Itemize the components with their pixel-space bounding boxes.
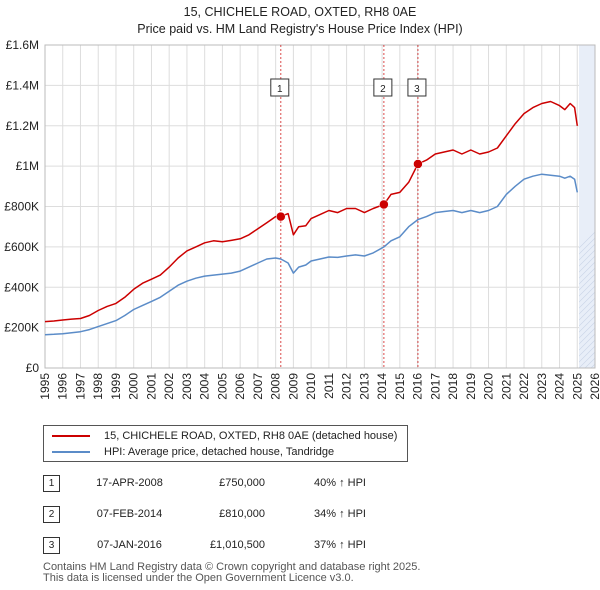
x-tick-label: 2001 (144, 373, 158, 400)
sale-point (413, 159, 423, 169)
sale-markers: 1 2 3 (270, 45, 427, 368)
x-tick-label: 2013 (357, 373, 371, 400)
legend-item-hpi: HPI: Average price, detached house, Tand… (52, 445, 334, 459)
y-tick-label: £200K (4, 321, 39, 335)
shade-hatch (579, 309, 596, 327)
transaction-hpi: 34% ↑ HPI (314, 508, 366, 520)
footer-copyright: Contains HM Land Registry data © Crown c… (43, 561, 421, 573)
transaction-hpi: 37% ↑ HPI (314, 539, 366, 551)
legend-item-property: 15, CHICHELE ROAD, OXTED, RH8 0AE (detac… (52, 429, 397, 443)
transaction-date: 07-FEB-2014 (96, 508, 163, 520)
axis-layer: £0 £200K £400K £600K £800K £1M £1.2M £1.4M £1.6M… (4, 38, 600, 400)
x-tick-label: 2021 (499, 373, 513, 400)
x-tick-label: 2018 (446, 373, 460, 400)
y-tick-label: £600K (4, 240, 39, 254)
property-price-line (44, 100, 579, 323)
series-layer (44, 100, 579, 336)
x-tick-label: 2004 (198, 373, 212, 400)
x-tick-label: 2017 (428, 373, 442, 400)
transaction-number: 3 (43, 537, 60, 554)
y-tick-label: £1.4M (6, 78, 39, 92)
chart-title: 15, CHICHELE ROAD, OXTED, RH8 0AE (183, 5, 417, 19)
legend-label-property: 15, CHICHELE ROAD, OXTED, RH8 0AE (detac… (104, 430, 398, 442)
sale-number-label: 2 (380, 84, 386, 95)
x-tick-label: 2015 (393, 373, 407, 400)
x-tick-label: 2024 (553, 373, 567, 400)
transaction-price: £1,010,500 (209, 539, 265, 551)
transaction-date: 07-JAN-2016 (97, 539, 162, 551)
grid-layer (44, 44, 596, 369)
shade-hatch (579, 303, 596, 321)
x-tick-label: 2000 (127, 373, 141, 400)
y-tick-label: £400K (4, 280, 39, 294)
footer: Contains HM Land Registry data © Crown c… (43, 562, 420, 584)
transaction-number: 1 (43, 475, 60, 492)
transaction-number: 2 (43, 506, 60, 523)
x-tick-label: 1997 (73, 373, 87, 400)
x-tick-label: 2019 (464, 373, 478, 400)
y-tick-label: £1.6M (6, 38, 39, 52)
sale-point (276, 211, 286, 222)
price-chart: £0 £200K £400K £600K £800K £1M £1.2M £1.4M £1.6M… (4, 38, 600, 400)
x-tick-label: 1995 (38, 373, 52, 400)
transaction-price: £810,000 (219, 508, 265, 520)
x-tick-label: 2008 (269, 373, 283, 400)
sale-point (379, 199, 389, 210)
x-tick-label: 2006 (233, 373, 247, 400)
legend-swatch-property (52, 435, 90, 437)
x-tick-label: 2022 (517, 373, 531, 400)
sale-number-box (373, 78, 393, 97)
x-tick-label: 1999 (109, 373, 123, 400)
sale-number-box (407, 78, 427, 97)
x-tick-label: 2020 (482, 373, 496, 400)
legend-swatch-hpi (52, 451, 90, 453)
y-tick-label: £1.2M (6, 119, 39, 133)
x-tick-label: 2025 (570, 373, 584, 400)
y-tick-label: £800K (4, 200, 39, 214)
plot-frame (44, 44, 596, 369)
x-tick-label: 2016 (411, 373, 425, 400)
x-tick-label: 2012 (340, 373, 354, 400)
x-tick-label: 2026 (588, 373, 600, 400)
legend: 15, CHICHELE ROAD, OXTED, RH8 0AE (detac… (43, 425, 408, 462)
x-tick-label: 2023 (535, 373, 549, 400)
x-tick-label: 2003 (180, 373, 194, 400)
sale-number-label: 1 (277, 84, 283, 95)
x-tick-label: 2007 (251, 373, 265, 400)
y-tick-label: £0 (26, 361, 40, 375)
legend-label-hpi: HPI: Average price, detached house, Tand… (104, 446, 335, 458)
x-tick-label: 2011 (322, 373, 336, 399)
footer-license: This data is licensed under the Open Gov… (43, 572, 354, 584)
hpi-line (44, 173, 579, 336)
projection-shade (579, 45, 595, 368)
sale-number-label: 3 (414, 84, 420, 95)
transaction-hpi: 40% ↑ HPI (314, 477, 366, 489)
transaction-date: 17-APR-2008 (96, 477, 163, 489)
x-tick-label: 2009 (286, 373, 300, 400)
x-tick-label: 1998 (91, 373, 105, 400)
sale-number-box (270, 78, 290, 97)
shade-layer (579, 45, 596, 368)
x-tick-label: 1996 (56, 373, 70, 400)
chart-subtitle: Price paid vs. HM Land Registry's House … (137, 22, 463, 36)
x-tick-label: 2002 (162, 373, 176, 400)
x-tick-label: 2010 (304, 373, 318, 400)
x-tick-label: 2014 (375, 373, 389, 400)
y-tick-label: £1M (16, 159, 39, 173)
x-tick-label: 2005 (215, 373, 229, 400)
transaction-price: £750,000 (219, 477, 265, 489)
